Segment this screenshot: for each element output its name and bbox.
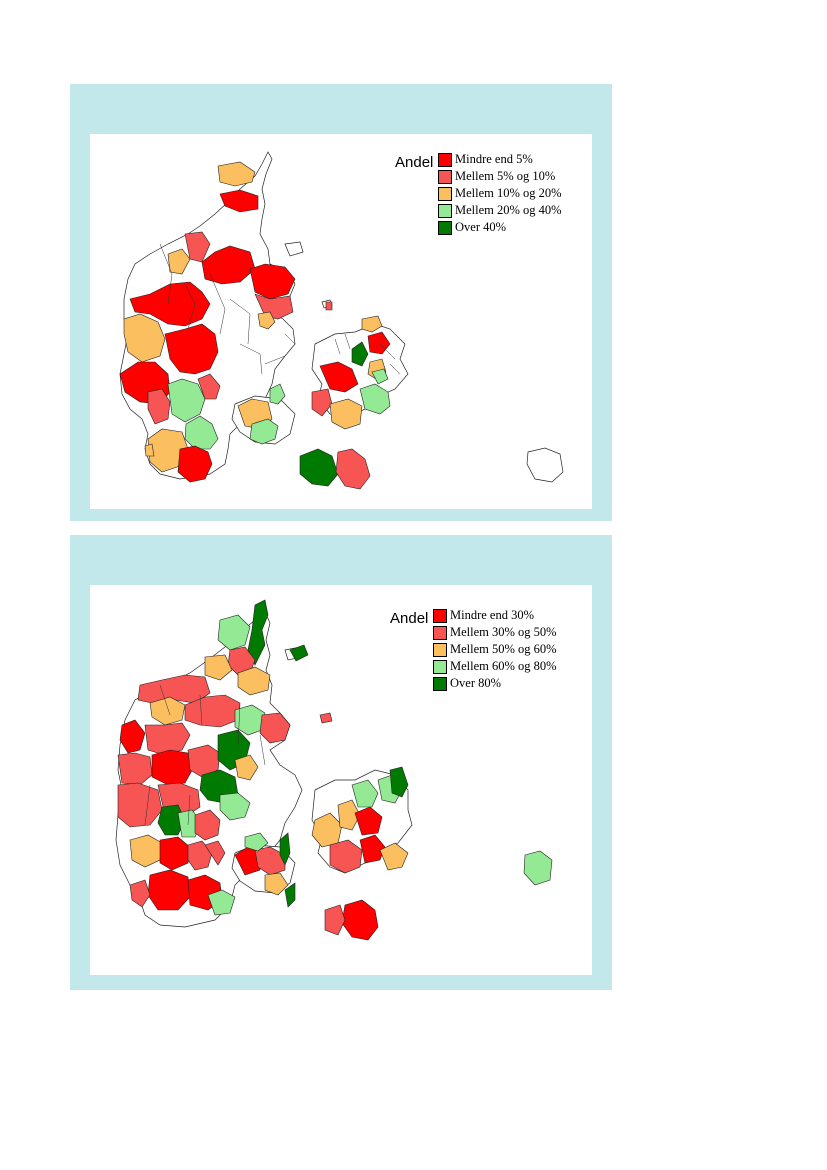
choropleth-panel-2: Andel Mindre end 30% Mellem 30% og 50% M… [70,535,612,990]
legend-swatch [433,608,447,623]
denmark-map-1 [119,151,564,490]
legend-label: Mindre end 30% [450,608,535,622]
legend-label: Mellem 20% og 40% [455,203,562,217]
legend-swatch [433,625,447,640]
legend-item: Mellem 10% og 20% [438,185,598,202]
legend-label: Mellem 50% og 60% [450,642,557,656]
legend-label: Mellem 60% og 80% [450,659,557,673]
map-frame-2: Andel Mindre end 30% Mellem 30% og 50% M… [90,585,592,975]
legend-label: Mellem 10% og 20% [455,186,562,200]
legend-item: Mellem 5% og 10% [438,168,598,185]
legend-swatch [433,676,447,691]
legend-title: Andel [395,154,434,171]
legend-item: Mellem 30% og 50% [433,624,593,641]
legend-item: Mindre end 30% [433,607,593,624]
legend-item: Over 80% [433,675,593,692]
legend-items: Mindre end 30% Mellem 30% og 50% Mellem … [433,607,593,692]
legend-swatch [438,220,452,235]
legend-swatch [433,659,447,674]
choropleth-panel-1: Andel Mindre end 5% Mellem 5% og 10% Mel… [70,84,612,521]
legend-item: Mindre end 5% [438,151,598,168]
legend-item: Mellem 50% og 60% [433,641,593,658]
denmark-map-2 [115,599,553,941]
legend-label: Over 40% [455,220,507,234]
legend-swatch [438,186,452,201]
legend-item: Mellem 20% og 40% [438,202,598,219]
legend-item: Over 40% [438,219,598,236]
legend-swatch [433,642,447,657]
legend-swatch [438,203,452,218]
legend-label: Mellem 5% og 10% [455,169,556,183]
bornholm-outline [526,447,564,483]
legend-swatch [438,152,452,167]
legend-label: Over 80% [450,676,502,690]
legend-label: Mindre end 5% [455,152,533,166]
map-frame-1: Andel Mindre end 5% Mellem 5% og 10% Mel… [90,134,592,509]
legend-item: Mellem 60% og 80% [433,658,593,675]
legend-items: Mindre end 5% Mellem 5% og 10% Mellem 10… [438,151,598,236]
island-laeso [284,241,304,257]
legend-title: Andel [390,610,429,627]
legend-swatch [438,169,452,184]
legend-label: Mellem 30% og 50% [450,625,557,639]
